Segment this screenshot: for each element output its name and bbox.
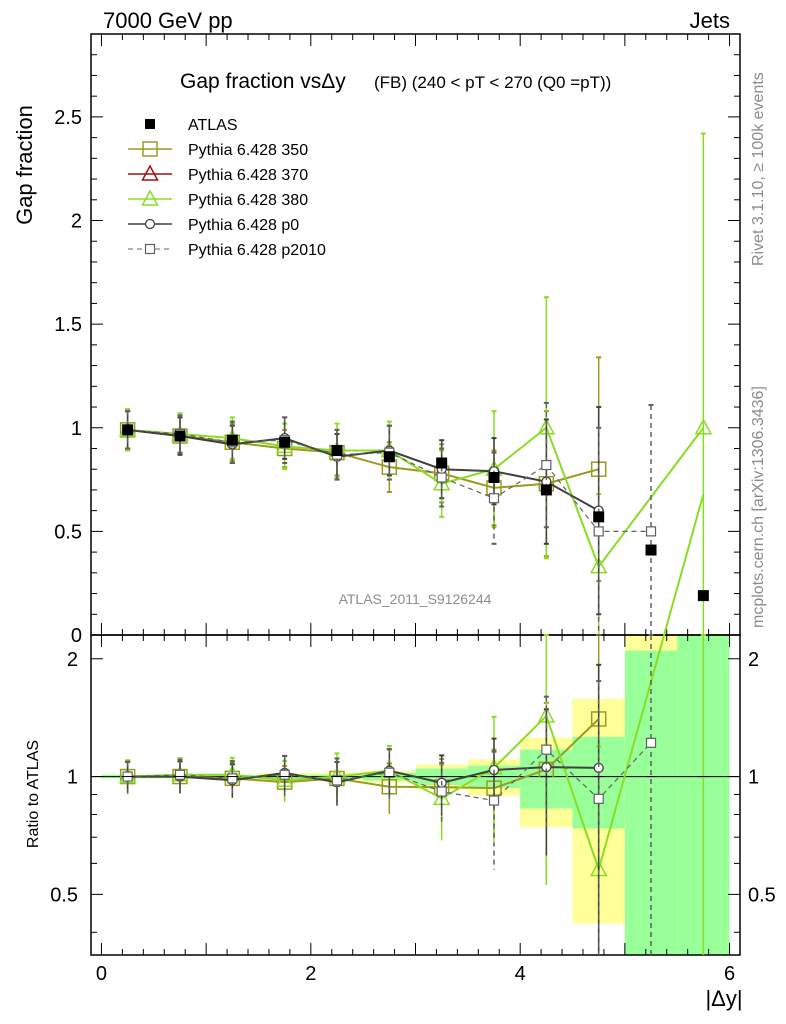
y-tick-label: 2.5 xyxy=(54,107,82,129)
data-point xyxy=(540,484,552,496)
ylabel-top: Gap fraction xyxy=(12,105,37,225)
legend-marker xyxy=(144,218,156,230)
ratio-series-marker xyxy=(227,773,238,784)
data-point xyxy=(488,471,500,483)
data-point xyxy=(697,590,709,602)
series-atlas xyxy=(121,424,710,778)
legend-item-atlas: ATLAS xyxy=(145,117,238,134)
series-pythia-6-428-p0 xyxy=(122,406,604,955)
data-point xyxy=(122,424,134,436)
ratio-series-marker xyxy=(174,769,186,780)
x-tick-label: 0 xyxy=(96,963,107,985)
y-tick-label: 1 xyxy=(71,418,82,440)
legend-label: Pythia 6.428 380 xyxy=(188,192,308,209)
xlabel: |Δy| xyxy=(705,986,742,1011)
data-point xyxy=(226,434,238,446)
legend-marker xyxy=(141,189,159,206)
legend-item: Pythia 6.428 370 xyxy=(128,164,308,184)
ratio-series-marker xyxy=(488,795,500,806)
series-marker xyxy=(436,472,447,483)
series-marker xyxy=(694,418,713,435)
ylabel-bottom: Ratio to ATLAS xyxy=(25,740,42,848)
ratio-series-marker xyxy=(645,737,657,748)
series-line xyxy=(127,426,705,569)
ratio-tick-label-right: 0.5 xyxy=(748,884,776,906)
header-right: Jets xyxy=(690,8,730,33)
legend-label: Pythia 6.428 p0 xyxy=(188,217,299,234)
ratio-tick-label-right: 2 xyxy=(748,649,759,671)
data-point xyxy=(645,544,657,556)
title-suffix: (FB) (240 < pT < 270 (Q0 =pT)) xyxy=(374,73,611,92)
x-tick-label: 2 xyxy=(305,963,316,985)
legend: ATLAS Pythia 6.428 350 Pythia 6.428 370 Pyt… xyxy=(128,117,326,259)
y-tick-label: 0 xyxy=(71,625,82,647)
data-point xyxy=(331,445,343,457)
legend-marker xyxy=(144,243,156,255)
legend-marker xyxy=(141,164,159,181)
ratio-tick-label: 1 xyxy=(67,767,78,789)
ratio-tick-label-right: 1 xyxy=(748,767,759,789)
ratio-series-marker xyxy=(436,786,447,797)
ratio-tick-label: 0.5 xyxy=(50,884,78,906)
title-main: Gap fraction vsΔy xyxy=(180,70,346,93)
series-marker xyxy=(645,526,657,537)
ratio-series-marker xyxy=(331,775,343,786)
y-tick-label: 0.5 xyxy=(54,521,82,543)
chart-title: Gap fraction vsΔy (FB) (240 < pT < 270 (… xyxy=(180,70,611,93)
legend-marker xyxy=(145,119,155,129)
legend-label: ATLAS xyxy=(188,117,238,134)
ratio-series-marker xyxy=(541,744,552,755)
x-tick-label: 6 xyxy=(724,963,735,985)
legend-item: Pythia 6.428 p0 xyxy=(128,217,299,234)
analysis-label: ATLAS_2011_S9126244 xyxy=(339,591,492,607)
legend-label: Pythia 6.428 350 xyxy=(188,142,308,159)
data-point xyxy=(279,436,291,448)
legend-item: Pythia 6.428 350 xyxy=(128,141,308,159)
legend-item: Pythia 6.428 p2010 xyxy=(128,242,326,259)
y-tick-label: 1.5 xyxy=(54,314,82,336)
mcplots-label: mcplots.cern.ch [arXiv:1306.3436] xyxy=(750,386,767,628)
x-tick-label: 4 xyxy=(515,963,526,985)
uncertainty-bands xyxy=(101,635,730,955)
header-left: 7000 GeV pp xyxy=(103,8,233,33)
axes: 0 2 4 600.511.522.50.5 0.51 12 2 xyxy=(50,33,776,985)
legend-label: Pythia 6.428 p2010 xyxy=(188,242,326,259)
data-point xyxy=(593,511,605,523)
legend-item: Pythia 6.428 380 xyxy=(128,189,308,209)
series-line xyxy=(127,428,599,489)
ratio-series-marker xyxy=(593,793,604,804)
data-point xyxy=(383,451,395,463)
legend-marker xyxy=(142,141,158,157)
series-marker xyxy=(593,526,604,537)
rivet-label: Rivet 3.1.10, ≥ 100k events xyxy=(750,72,767,266)
y-tick-label: 2 xyxy=(71,211,82,233)
plot-series xyxy=(118,132,713,955)
ratio-tick-label: 2 xyxy=(67,649,78,671)
ratio-series-marker xyxy=(384,767,395,778)
legend-label: Pythia 6.428 370 xyxy=(188,167,308,184)
series-marker xyxy=(488,493,500,504)
data-point xyxy=(174,430,186,442)
data-point xyxy=(436,457,448,469)
series-marker xyxy=(541,459,552,471)
ratio-series-marker xyxy=(279,769,290,780)
